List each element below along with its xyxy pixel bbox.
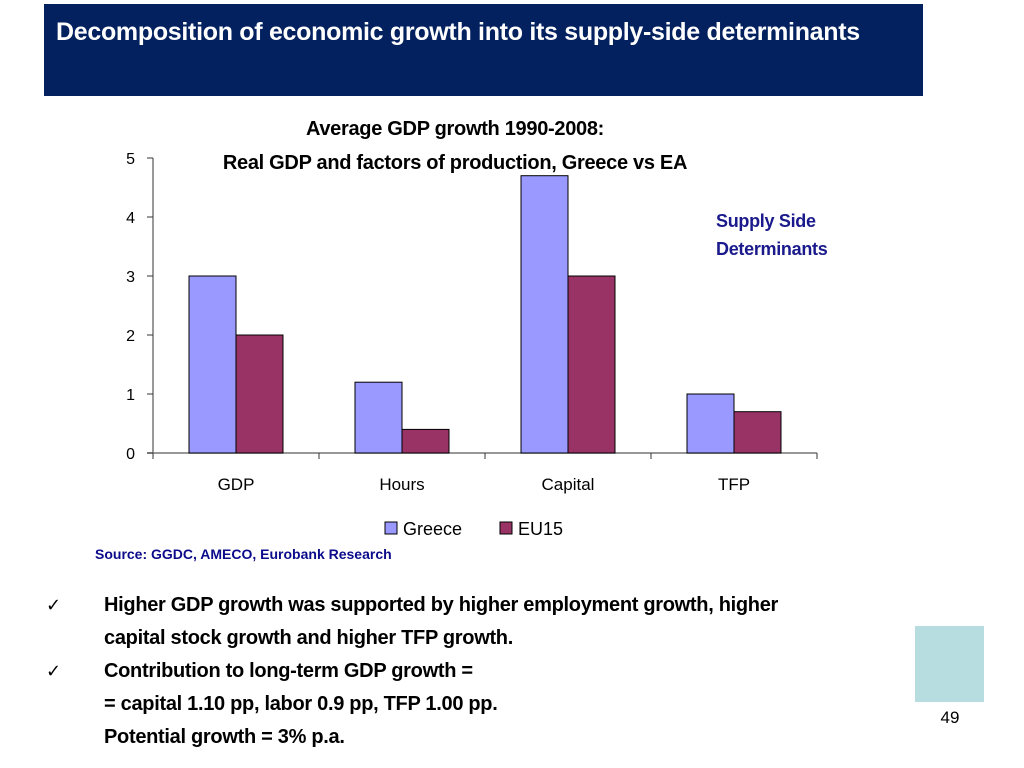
chart-bars — [188, 175, 782, 454]
x-tick-label: TFP — [718, 475, 750, 494]
bullet-item: ✓ Contribution to long-term GDP growth =… — [46, 655, 986, 754]
annotation-line1: Supply Side — [716, 211, 816, 231]
checkmark-icon: ✓ — [46, 661, 61, 682]
y-tick-label: 1 — [126, 387, 135, 404]
bullet-line: Potential growth = 3% p.a. — [104, 726, 345, 748]
bar-eu15-tfp — [733, 411, 782, 454]
chart-title: Average GDP growth 1990-2008: Real GDP a… — [150, 112, 760, 180]
y-tick-label: 0 — [126, 446, 135, 463]
bullet-item: ✓ Higher GDP growth was supported by hig… — [46, 589, 986, 655]
x-tick-label: Hours — [379, 475, 424, 494]
chart-title-line2: Real GDP and factors of production, Gree… — [222, 152, 688, 174]
bullet-line: = capital 1.10 pp, labor 0.9 pp, TFP 1.0… — [104, 693, 498, 715]
source-note: Source: GGDC, AMECO, Eurobank Research — [95, 546, 392, 562]
chart-title-line1: Average GDP growth 1990-2008: — [305, 118, 605, 140]
slide-title: Decomposition of economic growth into it… — [44, 4, 923, 96]
legend-swatch-greece — [384, 521, 398, 535]
bullet-line: capital stock growth and higher TFP grow… — [104, 627, 513, 649]
bar-eu15-hours — [401, 428, 450, 454]
bar-greece-capital — [520, 175, 569, 454]
chart-tick-labels: 0 1 2 3 4 5 GDP Hours Capital TFP — [126, 151, 750, 494]
bar-chart: 0 1 2 3 4 5 GDP Hours Capital TFP Greece EU15 — [126, 151, 818, 539]
x-tick-label: Capital — [542, 475, 595, 494]
y-tick-label: 2 — [126, 328, 135, 345]
checkmark-icon: ✓ — [46, 595, 61, 616]
legend-swatch-eu15 — [499, 521, 513, 535]
x-tick-label: GDP — [218, 475, 255, 494]
bar-greece-tfp — [686, 393, 735, 454]
y-tick-label: 3 — [126, 269, 135, 286]
bar-greece-hours — [354, 381, 403, 454]
chart-legend: Greece EU15 — [384, 519, 563, 539]
bar-eu15-gdp — [235, 334, 284, 454]
legend-label-greece: Greece — [403, 519, 462, 539]
y-tick-label: 5 — [126, 151, 135, 168]
bullet-line: Higher GDP growth was supported by highe… — [104, 594, 779, 616]
bullet-line: Contribution to long-term GDP growth = — [104, 660, 473, 682]
page-number: 49 — [940, 708, 960, 727]
annotation-line2: Determinants — [716, 239, 828, 259]
bar-greece-gdp — [188, 275, 237, 454]
supply-side-annotation: Supply Side Determinants — [716, 207, 828, 263]
bullet-list: ✓ Higher GDP growth was supported by hig… — [46, 589, 986, 754]
decorative-square — [915, 626, 984, 702]
bar-eu15-capital — [567, 275, 616, 454]
legend-label-eu15: EU15 — [518, 519, 563, 539]
y-tick-label: 4 — [126, 210, 135, 227]
